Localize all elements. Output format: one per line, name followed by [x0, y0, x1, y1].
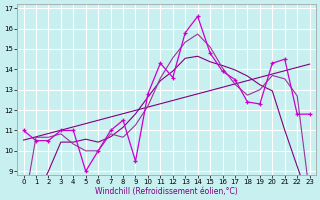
X-axis label: Windchill (Refroidissement éolien,°C): Windchill (Refroidissement éolien,°C)	[95, 187, 238, 196]
